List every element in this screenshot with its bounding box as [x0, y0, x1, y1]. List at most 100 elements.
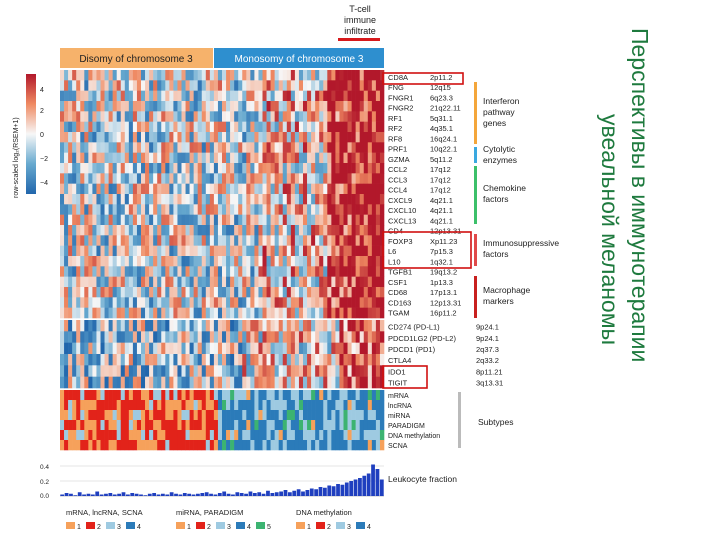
heatmap-cell [278, 235, 284, 246]
heatmap-cell [189, 307, 194, 319]
heatmap-cell [104, 276, 109, 288]
heatmap-cell [262, 173, 267, 184]
subtype-cell [72, 400, 77, 411]
heatmap-cell [274, 214, 279, 226]
heatmap-cell [96, 194, 101, 205]
heatmap-cell [315, 132, 320, 143]
heatmap-cell [165, 342, 170, 355]
heatmap-cell [185, 70, 190, 81]
heatmap-cell [335, 152, 340, 164]
heatmap-cell [286, 204, 292, 215]
heatmap-cell [238, 183, 243, 195]
subtype-cell [290, 410, 296, 421]
subtype-cell [278, 440, 284, 451]
subtype-cell [88, 430, 93, 441]
heatmap-cell [335, 90, 340, 102]
group-label-interferon-3: genes [483, 118, 506, 128]
heatmap-cell [363, 163, 369, 174]
heatmap-cell [351, 173, 356, 184]
heatmap-cell [201, 354, 207, 366]
heatmap-cell [68, 225, 73, 236]
heatmap-cell [189, 101, 194, 112]
heatmap-cell [201, 365, 207, 377]
subtype-cell [307, 390, 312, 401]
subtype-cell [120, 420, 126, 431]
heatmap-cell [270, 297, 275, 308]
heatmap-cell [149, 354, 154, 366]
heatmap-cell [222, 163, 227, 174]
heatmap-cell [173, 194, 178, 205]
heatmap-cell [161, 101, 166, 112]
heatmap-cell [84, 287, 89, 298]
heatmap-cell [161, 297, 166, 308]
heatmap-cell [347, 276, 352, 288]
heatmap-cell [165, 132, 170, 143]
heatmap-cell [234, 245, 239, 257]
subtype-cell [286, 410, 292, 421]
heatmap-cell [274, 142, 279, 153]
heatmap-cell [315, 70, 320, 81]
heatmap-cell [311, 266, 316, 277]
subtype-cell [254, 410, 259, 421]
heatmap-cell [278, 342, 284, 355]
heatmap-cell [157, 70, 162, 81]
heatmap-cell [149, 307, 154, 319]
heatmap-cell [367, 276, 373, 288]
heatmap-cell [294, 245, 300, 257]
heatmap-cell [355, 307, 360, 319]
heatmap-cell [145, 287, 150, 298]
heatmap-cell [246, 266, 251, 277]
subtype-cell [238, 400, 243, 411]
leukocyte-bar [283, 490, 288, 496]
heatmap-cell [112, 132, 117, 143]
heatmap-cell [238, 225, 243, 236]
subtype-cell [339, 440, 344, 451]
heatmap-cell [311, 365, 316, 377]
heatmap-cell [230, 121, 235, 133]
heatmap-cell [201, 297, 207, 308]
heatmap-cell [64, 204, 69, 215]
subtype-cell [84, 390, 89, 401]
heatmap-cell [250, 266, 255, 277]
subtype-cell [230, 410, 235, 421]
heatmap-cell [258, 90, 263, 102]
heatmap-cell [375, 225, 381, 236]
highlight-cd8a [382, 72, 464, 85]
heatmap-cell [282, 365, 288, 377]
heatmap-cell [331, 287, 336, 298]
colorbar-tick: 4 [40, 87, 44, 94]
subtype-cell [298, 440, 304, 451]
heatmap-cell [153, 331, 158, 343]
gene-locus: 2q37.3 [476, 345, 499, 354]
heatmap-cell [339, 173, 344, 184]
subtype-cell [250, 390, 255, 401]
heatmap-cell [201, 173, 207, 184]
heatmap-cell [213, 307, 219, 319]
heatmap-cell [315, 276, 320, 288]
subtype-cell [266, 410, 271, 421]
heatmap-cell [157, 256, 162, 267]
heatmap-cell [367, 132, 373, 143]
heatmap-cell [335, 287, 340, 298]
heatmap-cell [124, 70, 130, 81]
heatmap-cell [331, 225, 336, 236]
heatmap-cell [100, 183, 105, 195]
heatmap-cell [262, 214, 267, 226]
heatmap-cell [181, 194, 186, 205]
heatmap-cell [347, 132, 352, 143]
heatmap-cell [80, 320, 85, 332]
heatmap-cell [213, 376, 219, 389]
heatmap-cell [108, 354, 113, 366]
heatmap-cell [226, 163, 231, 174]
heatmap-cell [311, 173, 316, 184]
heatmap-cell [303, 225, 308, 236]
heatmap-cell [205, 142, 211, 153]
heatmap-cell [209, 70, 215, 81]
heatmap-cell [367, 142, 373, 153]
subtype-cell [274, 390, 279, 401]
heatmap-cell [371, 320, 377, 332]
heatmap-cell [274, 183, 279, 195]
heatmap-cell [116, 90, 122, 102]
leukocyte-bar [121, 492, 126, 496]
heatmap-cell [80, 342, 85, 355]
